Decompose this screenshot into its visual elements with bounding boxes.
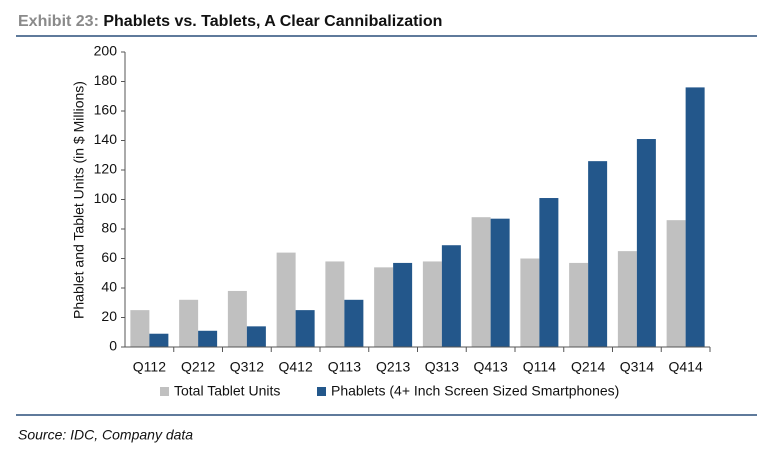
source: Source: IDC, Company data bbox=[18, 427, 193, 443]
bar bbox=[520, 258, 540, 347]
y-tick-label: 140 bbox=[94, 131, 118, 147]
bar bbox=[569, 262, 589, 347]
bar bbox=[295, 310, 315, 347]
y-tick-label: 120 bbox=[94, 161, 118, 177]
y-tick-label: 80 bbox=[101, 220, 117, 236]
y-tick-label: 160 bbox=[94, 102, 118, 118]
x-tick-label: Q214 bbox=[571, 359, 605, 375]
legend-swatch bbox=[160, 387, 169, 396]
bar bbox=[149, 333, 169, 347]
chart-title: Exhibit 23: Phablets vs. Tablets, A Clea… bbox=[18, 13, 442, 30]
x-tick-label: Q413 bbox=[474, 359, 508, 375]
legend-label: Total Tablet Units bbox=[174, 383, 280, 399]
x-tick-label: Q114 bbox=[523, 359, 556, 375]
x-tick-label: Q112 bbox=[133, 359, 166, 375]
bar bbox=[198, 330, 218, 347]
y-tick-label: 180 bbox=[94, 72, 118, 88]
bar bbox=[617, 251, 637, 347]
bar bbox=[374, 267, 394, 347]
bar bbox=[471, 217, 491, 347]
legend-swatch bbox=[317, 387, 326, 396]
y-tick-label: 100 bbox=[94, 190, 118, 206]
title-text: Phablets vs. Tablets, A Clear Cannibaliz… bbox=[103, 13, 442, 30]
x-tick-label: Q213 bbox=[376, 359, 410, 375]
bar bbox=[441, 245, 461, 347]
bar bbox=[227, 290, 247, 347]
bar bbox=[325, 261, 345, 347]
bar bbox=[179, 299, 199, 347]
bar bbox=[246, 326, 266, 347]
x-tick-label: Q113 bbox=[328, 359, 361, 375]
y-axis-label: Phablet and Tablet Units (in $ Millions) bbox=[71, 81, 87, 319]
x-tick-label: Q312 bbox=[230, 359, 264, 375]
bar bbox=[685, 87, 705, 348]
y-tick-label: 60 bbox=[101, 249, 117, 265]
bar bbox=[393, 262, 413, 347]
bar bbox=[422, 261, 442, 347]
bar bbox=[276, 252, 296, 347]
x-tick-label: Q313 bbox=[425, 359, 459, 375]
y-tick-label: 40 bbox=[101, 279, 117, 295]
legend-label: Phablets (4+ Inch Screen Sized Smartphon… bbox=[331, 383, 619, 399]
bar bbox=[130, 310, 150, 347]
x-tick-label: Q414 bbox=[669, 359, 703, 375]
x-tick-label: Q212 bbox=[181, 359, 215, 375]
x-tick-label: Q412 bbox=[279, 359, 313, 375]
y-tick-label: 0 bbox=[109, 338, 117, 354]
bar bbox=[666, 220, 686, 347]
bar bbox=[588, 161, 608, 347]
y-tick-label: 20 bbox=[101, 308, 117, 324]
y-tick-label: 200 bbox=[94, 43, 118, 59]
x-tick-label: Q314 bbox=[620, 359, 654, 375]
bar bbox=[636, 139, 656, 347]
bar bbox=[490, 218, 510, 347]
bar bbox=[539, 198, 559, 347]
exhibit-label: Exhibit 23: bbox=[18, 13, 99, 30]
bar bbox=[344, 299, 364, 347]
